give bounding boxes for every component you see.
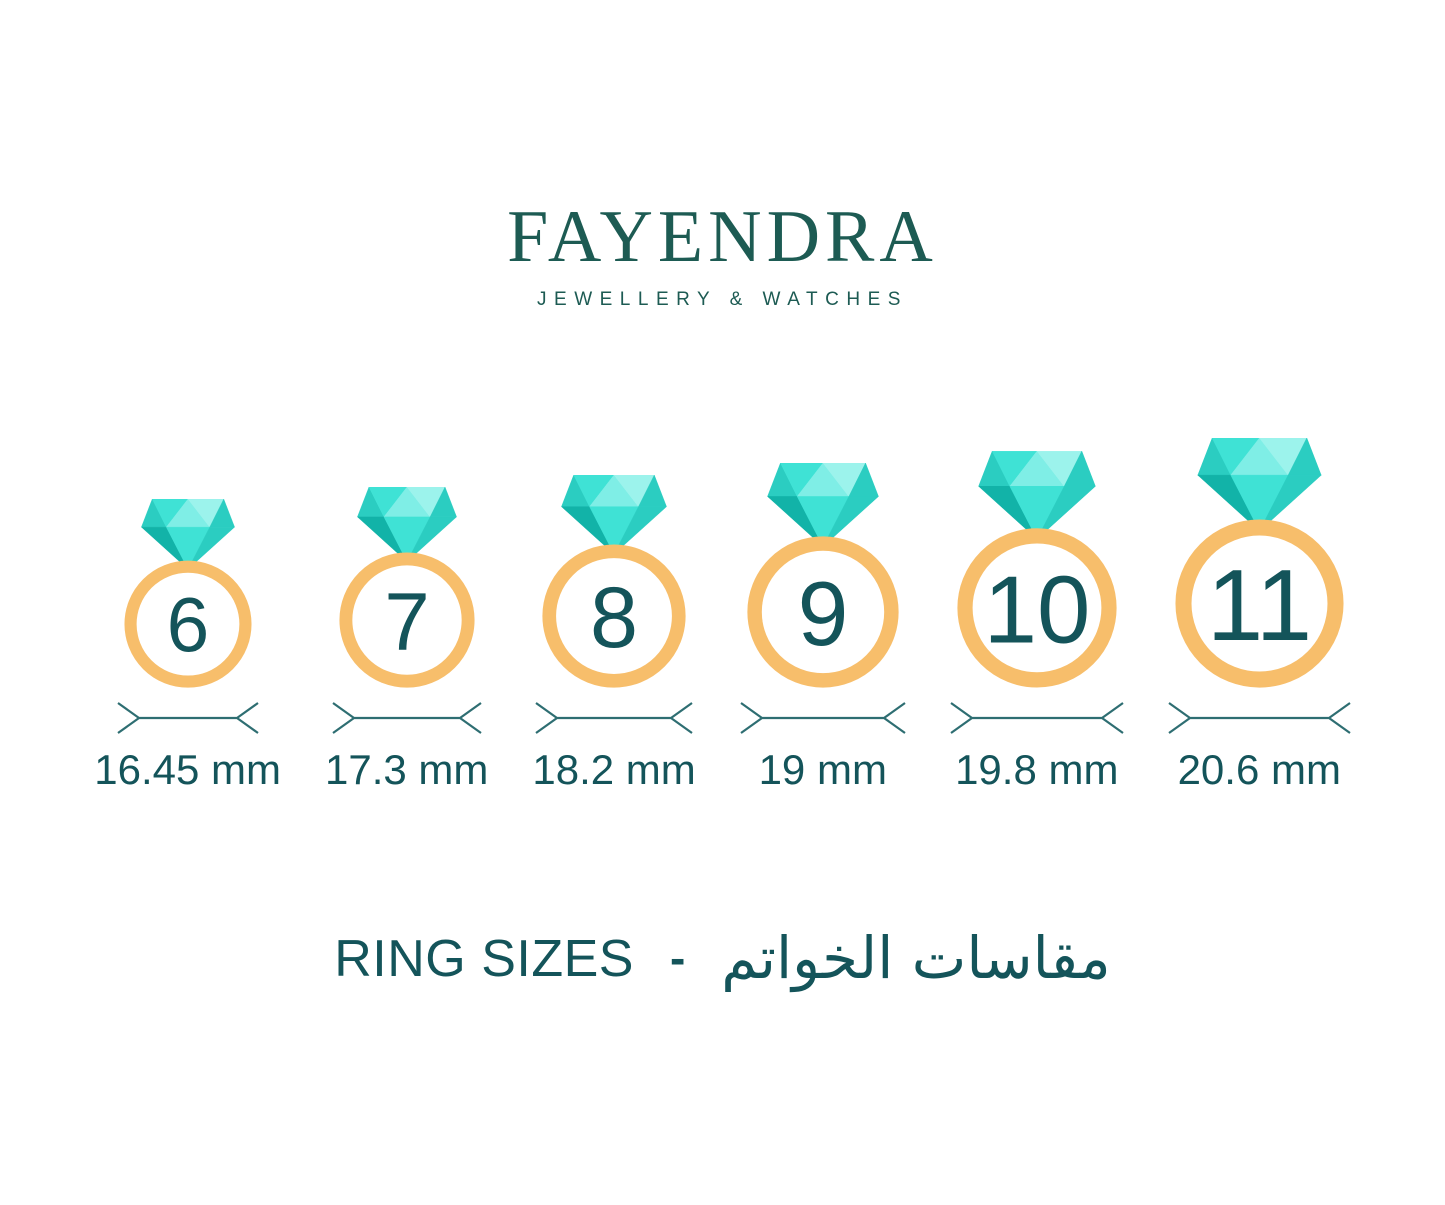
dimension-line-path	[1168, 701, 1351, 734]
ring-figure: 8 18.2 mm	[532, 474, 696, 794]
ring-band	[124, 560, 252, 688]
dimension-line	[950, 701, 1124, 734]
ring-diameter-label: 17.3 mm	[324, 745, 489, 793]
ring-band	[339, 552, 475, 688]
dimension-line	[1168, 701, 1351, 734]
ring-icon: 10	[957, 450, 1117, 688]
diamond-icon	[560, 474, 668, 555]
rings-row: 6 16.45 mm 7 17.3 mm	[0, 437, 1445, 794]
ring-figure: 9 19 mm	[740, 462, 906, 794]
ring-size-number: 7	[384, 576, 429, 667]
ring-icon: 6	[124, 498, 252, 688]
diamond-icon	[977, 450, 1096, 540]
ring-size-number: 6	[166, 584, 209, 669]
diamond-icon	[140, 498, 235, 570]
ring-size-number: 10	[983, 556, 1090, 663]
dimension-line	[116, 701, 259, 734]
diamond-icon	[1196, 437, 1322, 532]
ring-diameter-label: 19.8 mm	[955, 745, 1119, 793]
ring-diameter-label: 18.2 mm	[532, 745, 696, 793]
ring-figure: 7 17.3 mm	[324, 486, 489, 794]
ring-icon: 7	[339, 486, 475, 688]
dimension-line-path	[332, 701, 482, 734]
ring-size-number: 11	[1207, 549, 1312, 662]
ring-size-number: 9	[797, 563, 848, 665]
chart-title-ar: مقاسات الخواتم	[721, 924, 1111, 993]
dimension-line-path	[535, 701, 693, 734]
brand-tagline: JEWELLERY & WATCHES	[537, 289, 908, 310]
ring-figure: 10 19.8 mm	[950, 450, 1124, 794]
ring-diameter-label: 16.45 mm	[94, 745, 281, 793]
ring-icon: 8	[542, 474, 686, 688]
chart-title-separator: -	[669, 932, 686, 985]
ring-size-number: 8	[590, 570, 638, 666]
ring-icon: 9	[747, 462, 899, 688]
brand-name: FAYENDRA	[507, 196, 938, 278]
chart-title: RING SIZES - مقاسات الخواتم	[0, 924, 1445, 994]
dimension-line-path	[950, 701, 1124, 734]
ring-band	[1175, 519, 1344, 688]
ring-diameter-label: 20.6 mm	[1177, 745, 1341, 793]
dimension-line	[535, 701, 693, 734]
ring-band	[542, 544, 686, 688]
brand-header: FAYENDRA JEWELLERY & WATCHES	[0, 0, 1445, 312]
ring-band	[747, 536, 899, 688]
ring-band	[957, 528, 1117, 688]
dimension-line-path	[116, 701, 259, 734]
ring-figure: 6 16.45 mm	[94, 498, 281, 794]
chart-title-en: RING SIZES	[334, 929, 634, 988]
dimension-line	[332, 701, 482, 734]
dimension-line	[740, 701, 906, 734]
diamond-icon	[356, 486, 457, 562]
ring-diameter-label: 19 mm	[758, 745, 887, 793]
ring-figure: 11 20.6 mm	[1168, 437, 1351, 794]
diamond-icon	[766, 462, 879, 547]
ring-icon: 11	[1175, 437, 1344, 688]
dimension-line-path	[740, 701, 906, 734]
